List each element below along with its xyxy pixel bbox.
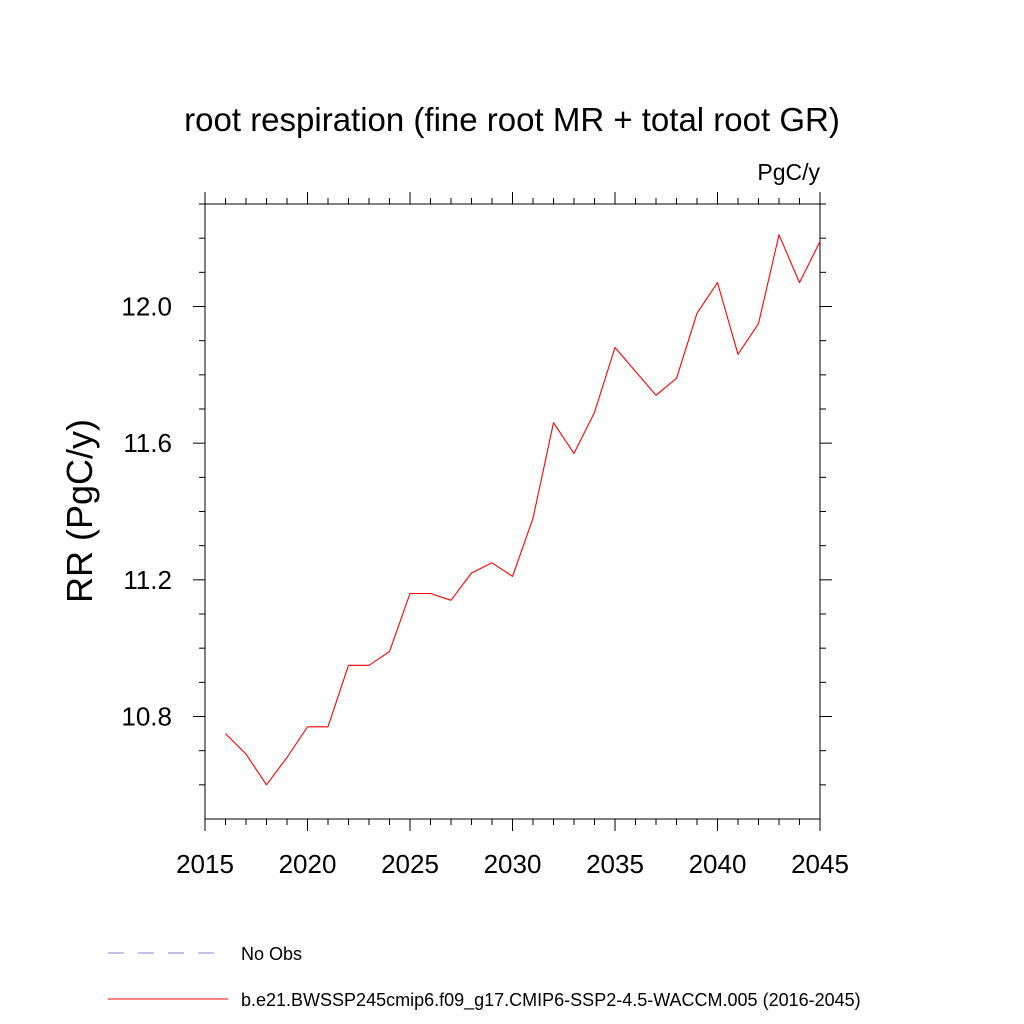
x-tick-label: 2020: [279, 849, 337, 879]
x-tick-label: 2025: [381, 849, 439, 879]
y-tick-label: 12.0: [121, 292, 172, 322]
legend-label-no-obs: No Obs: [241, 944, 302, 964]
plot-frame: [204, 203, 821, 820]
y-tick-label: 11.2: [123, 565, 172, 595]
axis-ticks: [193, 192, 832, 831]
tick-labels: 2015 2020 2025 2030 2035 2040 2045 10.8 11.2 11.6…: [121, 292, 849, 880]
series-layer: [225, 234, 821, 786]
x-tick-label: 2035: [586, 849, 644, 879]
x-tick-label: 2040: [689, 849, 747, 879]
chart-title: root respiration (fine root MR + total r…: [184, 101, 840, 138]
series-line: [225, 234, 821, 786]
y-tick-label: 10.8: [121, 702, 172, 732]
x-tick-label: 2015: [176, 849, 234, 879]
x-tick-label: 2045: [791, 849, 849, 879]
y-axis-label: RR (PgC/y): [59, 419, 100, 603]
x-tick-label: 2030: [484, 849, 542, 879]
legend-label-model: b.e21.BWSSP245cmip6.f09_g17.CMIP6-SSP2-4…: [241, 990, 861, 1011]
y-tick-label: 11.6: [123, 428, 172, 458]
units-label: PgC/y: [757, 159, 820, 185]
legend: No Obs b.e21.BWSSP245cmip6.f09_g17.CMIP6…: [108, 944, 861, 1011]
